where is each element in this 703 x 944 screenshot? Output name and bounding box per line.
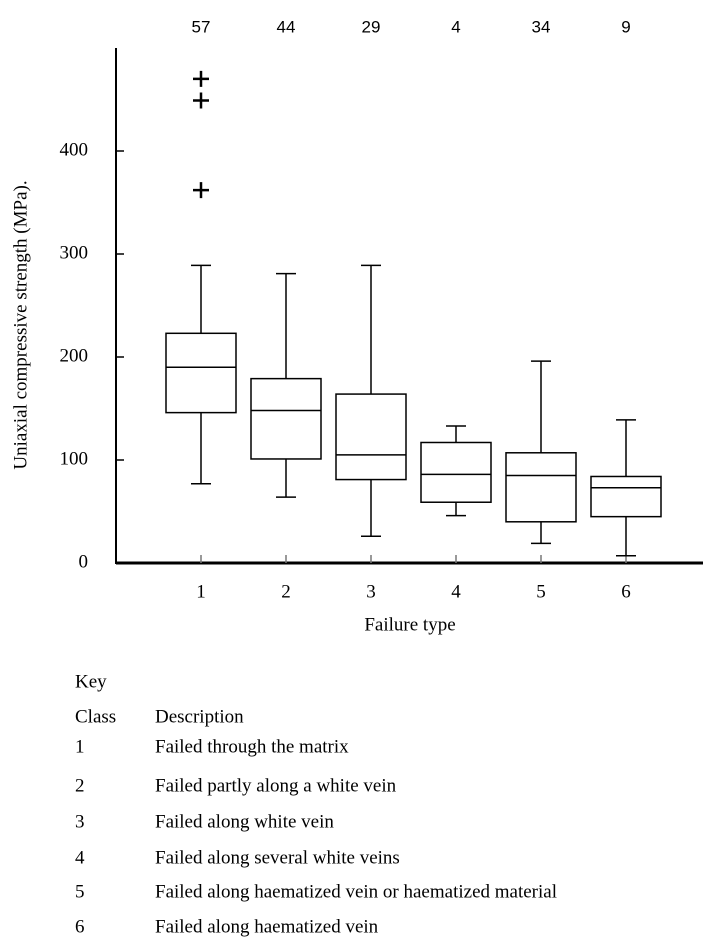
x-tick-label: 4 bbox=[451, 581, 461, 602]
x-tick-label: 6 bbox=[621, 581, 631, 602]
y-tick-label: 300 bbox=[60, 242, 89, 263]
key-header: Class bbox=[75, 706, 116, 727]
count-label: 44 bbox=[277, 17, 296, 36]
key-description: Failed along several white veins bbox=[155, 847, 400, 868]
box bbox=[335, 393, 407, 481]
key-class: 2 bbox=[75, 775, 85, 796]
key-description: Failed partly along a white vein bbox=[155, 775, 397, 796]
y-axis-label: Uniaxial compressive strength (MPa). bbox=[10, 180, 31, 469]
key-description: Failed along haematized vein bbox=[155, 916, 379, 937]
key-title: Key bbox=[75, 671, 107, 692]
box bbox=[250, 377, 322, 460]
key-description: Failed along white vein bbox=[155, 811, 334, 832]
count-label: 57 bbox=[192, 17, 211, 36]
x-tick-label: 2 bbox=[281, 581, 291, 602]
key-header: Description bbox=[155, 706, 244, 727]
y-tick-label: 400 bbox=[60, 139, 89, 160]
count-label: 4 bbox=[451, 17, 460, 36]
key-class: 4 bbox=[75, 847, 85, 868]
key-class: 1 bbox=[75, 736, 85, 757]
y-tick-label: 100 bbox=[60, 448, 89, 469]
key-class: 5 bbox=[75, 881, 85, 902]
flier bbox=[193, 70, 209, 87]
box bbox=[505, 452, 577, 523]
x-tick-label: 3 bbox=[366, 581, 376, 602]
count-label: 9 bbox=[621, 17, 630, 36]
key-description: Failed along haematized vein or haematiz… bbox=[155, 881, 557, 902]
flier bbox=[193, 182, 209, 199]
key-class: 6 bbox=[75, 916, 85, 937]
key-class: 3 bbox=[75, 811, 85, 832]
count-label: 34 bbox=[532, 17, 551, 36]
x-tick-label: 1 bbox=[196, 581, 206, 602]
box bbox=[420, 441, 492, 503]
box bbox=[165, 332, 237, 414]
x-tick-label: 5 bbox=[536, 581, 546, 602]
y-tick-label: 0 bbox=[79, 551, 89, 572]
y-tick-label: 200 bbox=[60, 345, 89, 366]
x-axis-label: Failure type bbox=[364, 614, 455, 635]
flier bbox=[193, 92, 209, 109]
count-label: 29 bbox=[362, 17, 381, 36]
key-description: Failed through the matrix bbox=[155, 736, 349, 757]
box bbox=[590, 475, 662, 518]
